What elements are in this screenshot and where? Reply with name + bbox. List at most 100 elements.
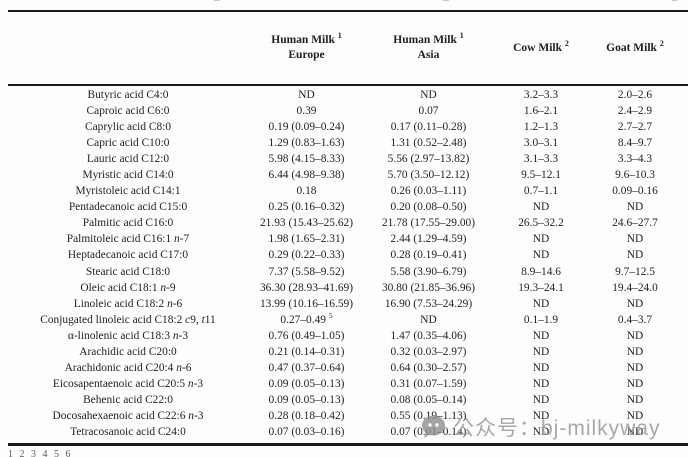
value-cell: 0.07 (0.03–0.16) <box>268 425 345 438</box>
value-cell: 0.28 (0.18–0.42) <box>268 409 345 422</box>
value-cell: 0.20 (0.08–0.50) <box>390 201 467 214</box>
table-bottom-rule <box>8 443 688 446</box>
value-cell: ND <box>532 377 550 390</box>
value-cell: ND <box>626 345 644 358</box>
value-cell: 5.56 (2.97–13.82) <box>387 153 470 166</box>
fatty-acid-name: Myristoleic acid C14:1 <box>75 185 181 198</box>
value-cell: 19.4–24.0 <box>612 281 658 294</box>
value-cell: 1.98 (1.65–2.31) <box>268 233 345 246</box>
table-row: Stearic acid C18:0 7.37 (5.58–9.52) 5.58 (… <box>0 264 688 280</box>
value-cell: 26.5–32.2 <box>518 217 564 230</box>
fatty-acid-name: Behenic acid C22:0 <box>83 393 173 406</box>
value-cell: 0.76 (0.49–1.05) <box>268 329 345 342</box>
table-row: Linoleic acid C18:2 n-6 13.99 (10.16–16.5… <box>0 296 688 312</box>
value-cell: 1.29 (0.83–1.63) <box>268 137 345 150</box>
value-cell: 16.90 (7.53–24.29) <box>384 297 473 310</box>
value-cell: 0.08 (0.05–0.14) <box>390 393 467 406</box>
table-row: Butyric acid C4:0 ND ND 3.2–3.3 2.0–2.6 <box>0 87 688 103</box>
value-cell: 13.99 (10.16–16.59) <box>259 297 354 310</box>
value-cell: 5.98 (4.15–8.33) <box>268 153 345 166</box>
table-row: Myristoleic acid C14:1 0.18 0.26 (0.03–1.1… <box>0 183 688 199</box>
table-row: Palmitic acid C16:0 21.93 (15.43–25.62) 21… <box>0 215 688 231</box>
value-cell: 1.31 (0.52–2.48) <box>390 137 467 150</box>
value-cell: ND <box>626 377 644 390</box>
value-cell: 2.7–2.7 <box>617 121 653 134</box>
table-top-rule <box>8 10 688 12</box>
table-row: Palmitoleic acid C16:1 n-7 1.98 (1.65–2.3… <box>0 231 688 247</box>
fatty-acid-name: Butyric acid C4:0 <box>87 89 169 101</box>
header-col: Human Milk 1 Europe <box>271 31 342 61</box>
table-row: Capric acid C10:0 1.29 (0.83–1.63) 1.31 (0… <box>0 135 688 151</box>
value-cell: ND <box>298 89 315 101</box>
value-cell: 1.2–1.3 <box>523 121 559 134</box>
value-cell: ND <box>532 345 550 358</box>
footnote-clipped-line: 1 2 3 4 5 6 <box>8 449 73 457</box>
value-cell: 9.5–12.1 <box>521 169 561 182</box>
value-cell: ND <box>532 297 550 310</box>
header-col: Goat Milk 2 <box>606 38 664 54</box>
value-cell: 3.2–3.3 <box>523 89 559 101</box>
value-cell: 21.78 (17.55–29.00) <box>381 217 476 230</box>
table-row: Tetracosanoic acid C24:0 0.07 (0.03–0.16)… <box>0 424 688 440</box>
value-cell: 0.29 (0.22–0.33) <box>268 249 345 262</box>
value-cell: ND <box>532 329 550 342</box>
value-cell: ND <box>532 361 550 374</box>
value-cell: ND <box>626 361 644 374</box>
value-cell: 2.0–2.6 <box>617 89 653 101</box>
value-cell: ND <box>626 249 644 262</box>
value-cell: ND <box>532 201 550 214</box>
fatty-acid-name: Oleic acid C18:1 n-9 <box>80 281 176 294</box>
fatty-acid-name: Palmitoleic acid C16:1 n-7 <box>66 233 190 246</box>
value-cell: ND <box>532 409 550 422</box>
table-row: Eicosapentaenoic acid C20:5 n-3 0.09 (0.0… <box>0 376 688 392</box>
fatty-acid-name: Arachidonic acid C20:4 n-6 <box>64 361 192 374</box>
value-cell: ND <box>532 425 550 438</box>
table-row: Arachidic acid C20:0 0.21 (0.14–0.31) 0.32… <box>0 344 688 360</box>
value-cell: 0.7–1.1 <box>523 185 559 198</box>
fatty-acid-name: α-linolenic acid C18:3 n-3 <box>67 329 189 342</box>
value-cell: 3.3–4.3 <box>617 153 653 166</box>
value-cell: 0.27–0.49 5 <box>280 310 333 326</box>
fatty-acid-name: Caproic acid C6:0 <box>86 105 170 118</box>
fatty-acid-name: Eicosapentaenoic acid C20:5 n-3 <box>52 377 204 390</box>
table-row: Oleic acid C18:1 n-9 36.30 (28.93–41.69) 3… <box>0 280 688 296</box>
table-row: Myristic acid C14:0 6.44 (4.98–9.38) 5.70 … <box>0 167 688 183</box>
value-cell: 0.09 (0.05–0.13) <box>268 393 345 406</box>
fatty-acid-name: Stearic acid C18:0 <box>85 265 171 278</box>
value-cell: 0.31 (0.07–1.59) <box>390 377 467 390</box>
value-cell: 3.1–3.3 <box>523 153 559 166</box>
value-cell: 5.58 (3.90–6.79) <box>390 265 467 278</box>
fatty-acid-name: Palmitic acid C16:0 <box>82 217 174 230</box>
table-row: Pentadecanoic acid C15:0 0.25 (0.16–0.32)… <box>0 199 688 215</box>
value-cell: ND <box>626 233 644 246</box>
fatty-acid-name: Arachidic acid C20:0 <box>79 345 177 358</box>
value-cell: 19.3–24.1 <box>518 281 564 294</box>
fatty-acid-name: Tetracosanoic acid C24:0 <box>70 425 186 438</box>
table-header-rule <box>8 84 688 86</box>
table-row: α-linolenic acid C18:3 n-3 0.76 (0.49–1.0… <box>0 328 688 344</box>
value-cell: 0.1–1.9 <box>523 313 559 326</box>
value-cell: 21.93 (15.43–25.62) <box>259 217 354 230</box>
table-row: Conjugated linoleic acid C18:2 c9, t11 0.… <box>0 312 688 328</box>
value-cell: 0.25 (0.16–0.32) <box>268 201 345 214</box>
fatty-acid-name: Heptadecanoic acid C17:0 <box>67 249 189 262</box>
fatty-acid-name: Capric acid C10:0 <box>86 137 170 150</box>
value-cell: 0.28 (0.19–0.41) <box>390 249 467 262</box>
value-cell: ND <box>626 329 644 342</box>
value-cell: 0.17 (0.11–0.28) <box>390 121 467 134</box>
header-fatty-acid <box>8 12 248 84</box>
value-cell: 0.32 (0.03–2.97) <box>390 345 467 358</box>
header-col: Human Milk 1 Asia <box>393 31 464 61</box>
table-row: Behenic acid C22:0 0.09 (0.05–0.13) 0.08 (… <box>0 392 688 408</box>
value-cell: 0.55 (0.19–1.13) <box>390 409 467 422</box>
fatty-acid-table-body: Butyric acid C4:0 ND ND 3.2–3.3 2.0–2.6 Capro… <box>0 87 688 440</box>
value-cell: 1.6–2.1 <box>523 105 559 118</box>
value-cell: 8.4–9.7 <box>617 137 653 150</box>
value-cell: 0.21 (0.14–0.31) <box>268 345 345 358</box>
value-cell: 5.70 (3.50–12.12) <box>387 169 470 182</box>
value-cell: 36.30 (28.93–41.69) <box>259 281 354 294</box>
value-cell: 2.4–2.9 <box>617 105 653 118</box>
header-col: Cow Milk 2 <box>513 38 569 54</box>
table-row: Docosahexaenoic acid C22:6 n-3 0.28 (0.18… <box>0 408 688 424</box>
value-cell: 9.7–12.5 <box>615 265 655 278</box>
